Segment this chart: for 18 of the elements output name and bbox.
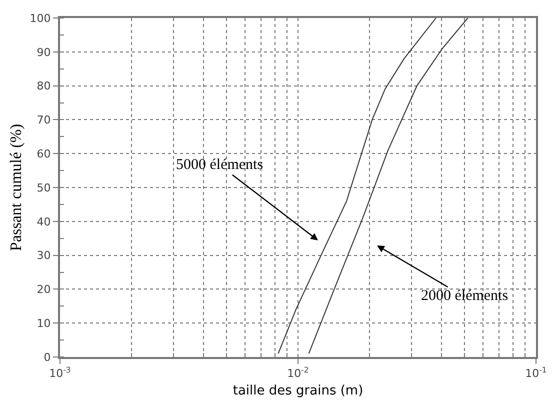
- x-tick-label: 10$^{-1}$: [525, 366, 547, 380]
- x-tick-label: 10$^{-3}$: [49, 366, 71, 380]
- y-tick-label: 50: [36, 181, 51, 194]
- y-tick-label: 20: [36, 283, 51, 296]
- x-axis-title: taille des grains (m): [232, 383, 364, 398]
- y-tick-label: 10: [36, 316, 51, 330]
- y-tick-label: 90: [36, 46, 51, 59]
- y-tick-label: 40: [36, 215, 51, 228]
- y-tick-label: 70: [36, 114, 51, 127]
- y-axis-title: Passant cumulé (%): [8, 124, 26, 252]
- x-tick-label: 10$^{-2}$: [287, 366, 309, 380]
- y-tick-label: 0: [44, 350, 51, 364]
- y-tick-label: 100: [30, 12, 51, 25]
- annotation: 5000 éléments: [176, 157, 264, 173]
- y-tick-label: 80: [36, 80, 51, 93]
- y-tick-label: 30: [36, 249, 51, 262]
- annotation: 2000 éléments: [421, 288, 508, 304]
- y-tick-label: 60: [36, 147, 51, 160]
